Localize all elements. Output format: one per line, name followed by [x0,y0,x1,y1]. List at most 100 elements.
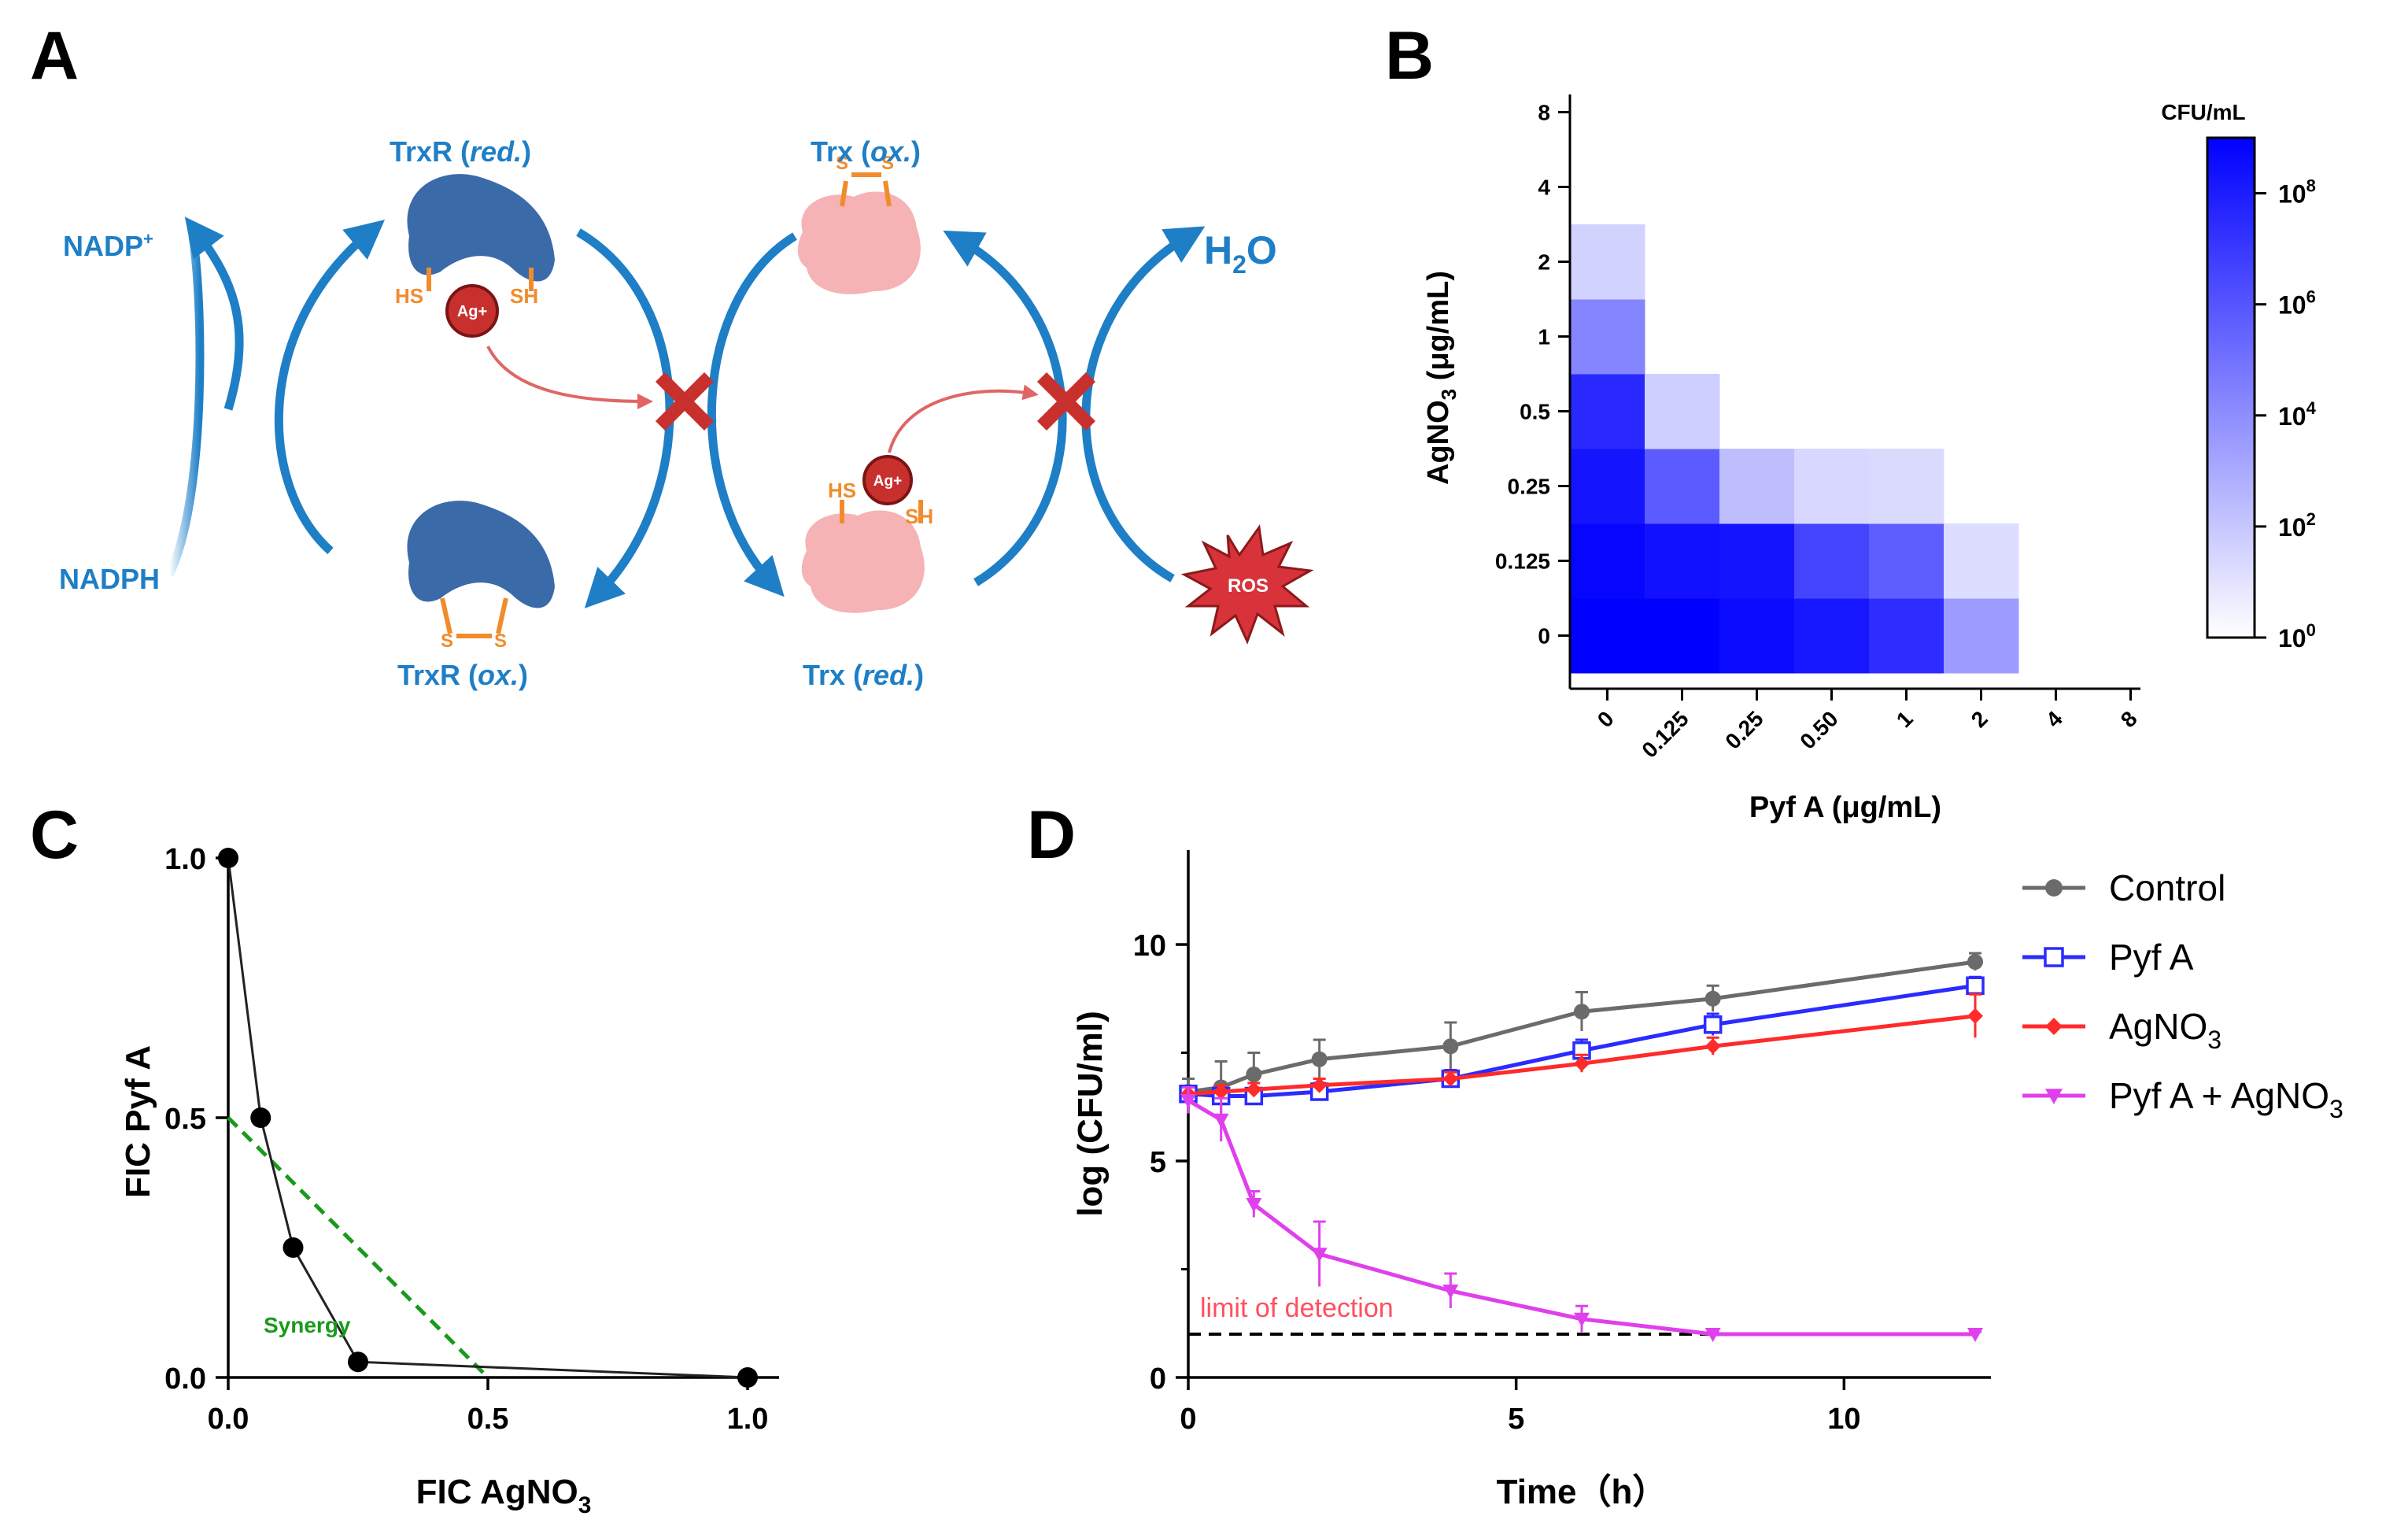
series-control [1180,952,1983,1114]
legend-label: Pyf A + AgNO3 [2109,1075,2343,1123]
isobologram-point [218,848,238,868]
svg-text:SH: SH [905,505,933,528]
h2o-arrow [1081,226,1206,582]
legend-marker [2045,1018,2063,1035]
panel-a: A HS SH Ag+ S S S [30,18,1314,691]
data-point [1311,1077,1328,1093]
colorbar: CFU/mL 108 106 104 102 100 [2161,100,2316,653]
heatmap-x-tick-label: 1 [1892,706,1918,732]
fic-ticks: 0.0 0.5 1.0 0.0 0.5 1.0 [164,843,768,1436]
heatmap-x-tick-label: 4 [2041,706,2067,732]
svg-text:S: S [441,630,453,652]
colorbar-tick-label: 100 [2278,620,2316,653]
trx-ox-label: Trx (ox.) [811,135,921,168]
heatmap-y-label: AgNO3 (μg/mL) [1422,271,1461,485]
heatmap-y-tick-label: 8 [1538,101,1550,125]
heatmap-cell [1719,449,1795,524]
heatmap-cell [1570,598,1645,674]
trxr-oxidized-enzyme: S S [407,501,555,652]
trxr-reduced-enzyme: HS SH [395,174,555,308]
nadph-arc-left [165,235,205,577]
trx-red-label: Trx (red.) [803,659,924,691]
timekill-x-tick-label: 10 [1827,1403,1860,1436]
colorbar-tick-label: 108 [2278,176,2316,209]
isobologram-point [283,1237,304,1258]
fic-y-tick-label: 0.0 [164,1362,206,1396]
panel-b-letter: B [1385,18,1434,94]
heatmap-y-tick-label: 0.125 [1495,549,1550,574]
heatmap-y-tick-label: 0 [1538,624,1550,649]
svg-text:S: S [881,153,894,174]
heatmap-cell [1645,449,1720,524]
data-point [1180,1094,1196,1108]
ros-burst: ROS [1180,524,1314,645]
heatmap-axes [1568,94,2140,690]
svg-text:Ag+: Ag+ [457,303,487,320]
timekill-plot [1179,952,1985,1342]
legend-label: Pyf A [2109,937,2194,978]
panel-a-letter: A [30,18,79,94]
trx-oxidized-protein: S S [797,153,921,294]
heatmap-cell [1645,523,1720,599]
heatmap-cell [1719,523,1795,599]
fic-y-tick-label: 0.5 [164,1103,206,1136]
trxr-ox-label: TrxR (ox.) [397,659,528,691]
nadph-label: NADPH [59,563,160,595]
heatmap-cell [1645,374,1720,449]
legend-marker [2045,1089,2063,1104]
data-point [1311,1051,1328,1067]
legend-item: Pyf A + AgNO3 [2022,1075,2343,1123]
heatmap-x-tick-label: 8 [2116,706,2142,732]
heatmap-x-label: Pyf A (μg/mL) [1749,791,1941,824]
fic-plot [218,848,758,1388]
legend-item: AgNO3 [2022,1006,2221,1054]
fic-y-tick-label: 1.0 [164,843,206,876]
panel-b: B 0 0.125 0.25 0.5 1 2 4 8 0 0.125 0.25 0.50 1 2 4 8 P… [1385,18,2317,824]
heatmap-cell [1794,523,1870,599]
data-point [1967,954,1983,970]
ag-ion-1: Ag+ [445,284,499,338]
timekill-y-tick-label: 5 [1150,1146,1166,1179]
svg-text:S: S [494,630,507,652]
heatmap-cell [1794,449,1870,524]
heatmap-cell [1794,598,1870,674]
heatmap-y-tick-label: 0.25 [1508,475,1551,499]
fic-axes [227,858,779,1379]
isobologram-point [348,1351,368,1373]
data-point [1574,1056,1590,1072]
trxr-red-label: TrxR (red.) [390,135,531,168]
panel-c-letter: C [30,797,79,873]
data-point [1442,1038,1459,1055]
hs-label: HS [395,284,423,308]
heatmap-x-ticks: 0 0.125 0.25 0.50 1 2 4 8 [1593,689,2142,763]
heatmap-cell [1645,598,1720,674]
svg-text:S: S [836,153,848,174]
isobologram-point [250,1107,271,1128]
legend-label: Control [2109,867,2225,908]
series-pyf-a-agno [1180,1086,1983,1342]
synergy-label: Synergy [264,1313,351,1337]
heatmap-cell [1869,598,1944,674]
data-point [1442,1285,1459,1299]
colorbar-ticks: 108 106 104 102 100 [2255,176,2317,653]
svg-text:ROS: ROS [1228,575,1269,597]
inhibition-x-2 [1036,372,1096,431]
legend-marker [2045,879,2063,897]
heatmap-cell [1719,598,1795,674]
heatmap-cell [1869,523,1944,599]
data-point [1966,976,1985,995]
data-point [1246,1198,1262,1212]
colorbar-tick-label: 104 [2278,398,2317,431]
heatmap-x-tick-label: 0.125 [1637,706,1693,762]
data-point [1967,1008,1983,1024]
nadp-label: NADP+ [63,229,153,262]
svg-text:Ag+: Ag+ [873,473,902,490]
colorbar-title: CFU/mL [2161,100,2245,124]
timekill-x-tick-label: 0 [1180,1403,1196,1436]
isobologram-line [227,857,748,1379]
data-point [1574,1004,1590,1020]
trx-ox-arc [707,232,797,597]
heatmap-cell [1570,449,1645,524]
data-point [1213,1084,1229,1100]
